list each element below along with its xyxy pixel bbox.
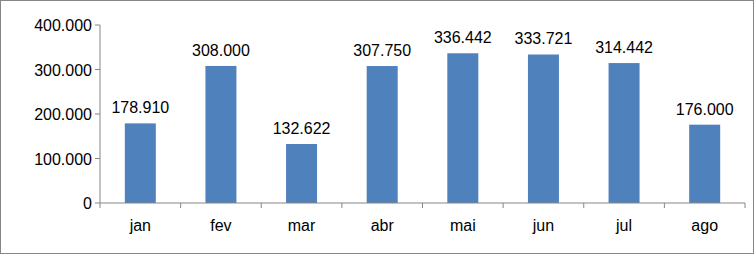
x-tick <box>180 203 181 208</box>
data-label: 308.000 <box>192 42 250 59</box>
x-tick <box>583 203 584 208</box>
data-label: 336.442 <box>434 29 492 46</box>
x-tick-label: mai <box>450 217 476 234</box>
x-tick <box>100 203 101 208</box>
bar <box>286 144 317 203</box>
bar <box>125 123 156 203</box>
data-label: 176.000 <box>676 101 734 118</box>
bar <box>689 125 720 203</box>
y-tick-label: 300.000 <box>34 62 92 79</box>
y-tick <box>95 69 100 70</box>
data-label: 178.910 <box>111 99 169 116</box>
chart-container: 0 100.000 200.000 300.000 400.000 jan fev mar ab… <box>0 0 754 254</box>
x-tick-label: fev <box>210 217 231 234</box>
x-tick <box>341 203 342 208</box>
x-tick <box>422 203 423 208</box>
x-tick-label: mar <box>288 217 316 234</box>
bar <box>528 54 559 203</box>
x-tick-label: jul <box>615 217 632 234</box>
data-label: 333.721 <box>515 30 573 47</box>
x-tick <box>664 203 665 208</box>
x-tick <box>745 203 746 208</box>
bar <box>447 53 478 203</box>
data-label: 314.442 <box>595 39 653 56</box>
chart-svg: 0 100.000 200.000 300.000 400.000 jan fev mar ab… <box>0 0 754 254</box>
y-tick-label: 200.000 <box>34 106 92 123</box>
y-tick-label: 100.000 <box>34 151 92 168</box>
x-tick <box>503 203 504 208</box>
y-tick <box>95 114 100 115</box>
y-tick <box>95 158 100 159</box>
data-label: 307.750 <box>353 42 411 59</box>
x-tick-label: jan <box>129 217 151 234</box>
y-tick-label: 0 <box>83 195 92 212</box>
x-tick <box>261 203 262 208</box>
y-tick <box>95 203 100 204</box>
bars <box>125 53 720 203</box>
x-tick-label: jun <box>532 217 554 234</box>
y-tick <box>95 25 100 26</box>
x-tick-label: abr <box>371 217 395 234</box>
bar <box>367 66 398 203</box>
chart-frame <box>1 1 754 254</box>
bar <box>609 63 640 203</box>
data-label: 132.622 <box>273 120 331 137</box>
bar <box>205 66 236 203</box>
y-tick-label: 400.000 <box>34 17 92 34</box>
x-tick-label: ago <box>691 217 718 234</box>
